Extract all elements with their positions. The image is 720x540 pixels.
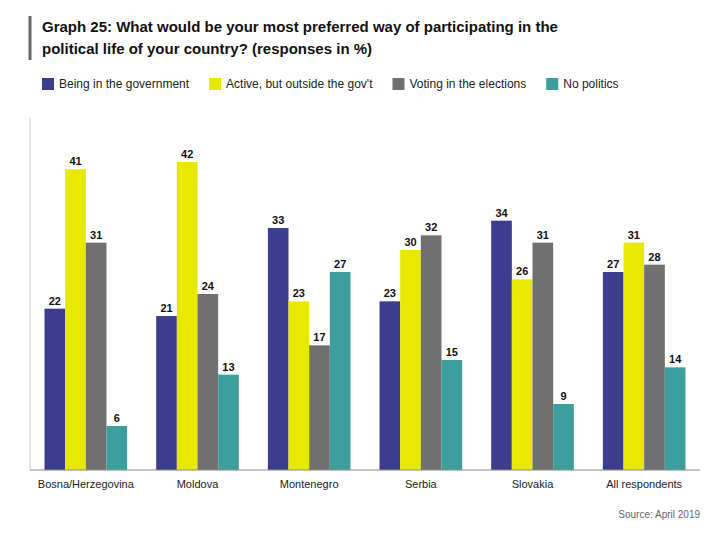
data-label: 33 [272,214,284,226]
baseline [30,470,700,471]
bar [512,279,533,470]
bar [177,162,198,470]
data-label: 26 [516,265,528,277]
y-axis-line [30,118,31,470]
data-label: 9 [560,390,566,402]
bar [400,250,421,470]
x-tick-label: Montenegro [280,478,339,490]
data-label: 30 [404,236,416,248]
data-label: 32 [425,221,437,233]
data-label: 31 [537,229,549,241]
legend: Being in the government Active, but outsi… [42,77,619,91]
data-label: 24 [202,280,215,292]
bar [268,228,289,470]
bar [533,243,554,470]
data-label: 21 [160,302,172,314]
data-label: 27 [334,258,346,270]
data-label: 31 [628,229,640,241]
bar [330,272,351,470]
legend-swatch [42,78,54,90]
data-label: 42 [181,148,193,160]
data-label: 17 [313,331,325,343]
bar [491,221,512,470]
data-label: 13 [222,361,234,373]
x-tick-label: Moldova [177,478,219,490]
data-label: 23 [293,287,305,299]
bar [665,367,686,470]
data-label: 6 [114,412,120,424]
legend-label: Active, but outside the gov't [226,77,373,91]
data-label: 15 [446,346,458,358]
legend-label: No politics [563,77,618,91]
data-label: 28 [648,251,660,263]
x-tick-label: All respondents [606,478,682,490]
bar [86,243,107,470]
bar [218,375,239,470]
data-labels: 22 21 33 23 34 27 41 42 23 30 26 31 31 24 17 32 31 28 6 13 2… [49,148,682,424]
bar [441,360,462,470]
bar [553,404,574,470]
data-label: 23 [384,287,396,299]
legend-label: Being in the government [59,77,190,91]
legend-label: Voting in the elections [409,77,526,91]
bar [106,426,127,470]
x-tick-label: Slovakia [512,478,554,490]
legend-swatch [392,78,404,90]
data-label: 22 [49,295,61,307]
bar [624,243,645,470]
x-tick-label: Serbia [405,478,438,490]
bar [45,309,66,470]
data-label: 31 [90,229,102,241]
legend-swatch [546,78,558,90]
bar [603,272,624,470]
bar [380,301,401,470]
annotation: Source: April 2019 [618,509,700,520]
bar [156,316,177,470]
data-label: 27 [607,258,619,270]
background [0,0,720,540]
bar [644,265,665,470]
title: Graph 25: What would be your most prefer… [42,18,558,35]
chart-container: Graph 25: What would be your most prefer… [0,0,720,540]
title-group: Graph 25: What would be your most prefer… [30,16,558,60]
bar [289,301,310,470]
bar [198,294,219,470]
chart-svg: Graph 25: What would be your most prefer… [0,0,720,540]
bar [421,235,442,470]
x-tick-label: Bosna/Herzegovina [38,478,135,490]
bar [309,345,330,470]
legend-swatch [209,78,221,90]
bar [65,169,86,470]
title: political life of your country? (respons… [42,40,372,57]
data-label: 14 [669,353,682,365]
data-label: 41 [69,155,81,167]
title-accent [29,16,32,60]
data-label: 34 [495,207,508,219]
bars [45,162,686,470]
x-axis: Bosna/Herzegovina Moldova Montenegro Serbia… [38,478,683,490]
